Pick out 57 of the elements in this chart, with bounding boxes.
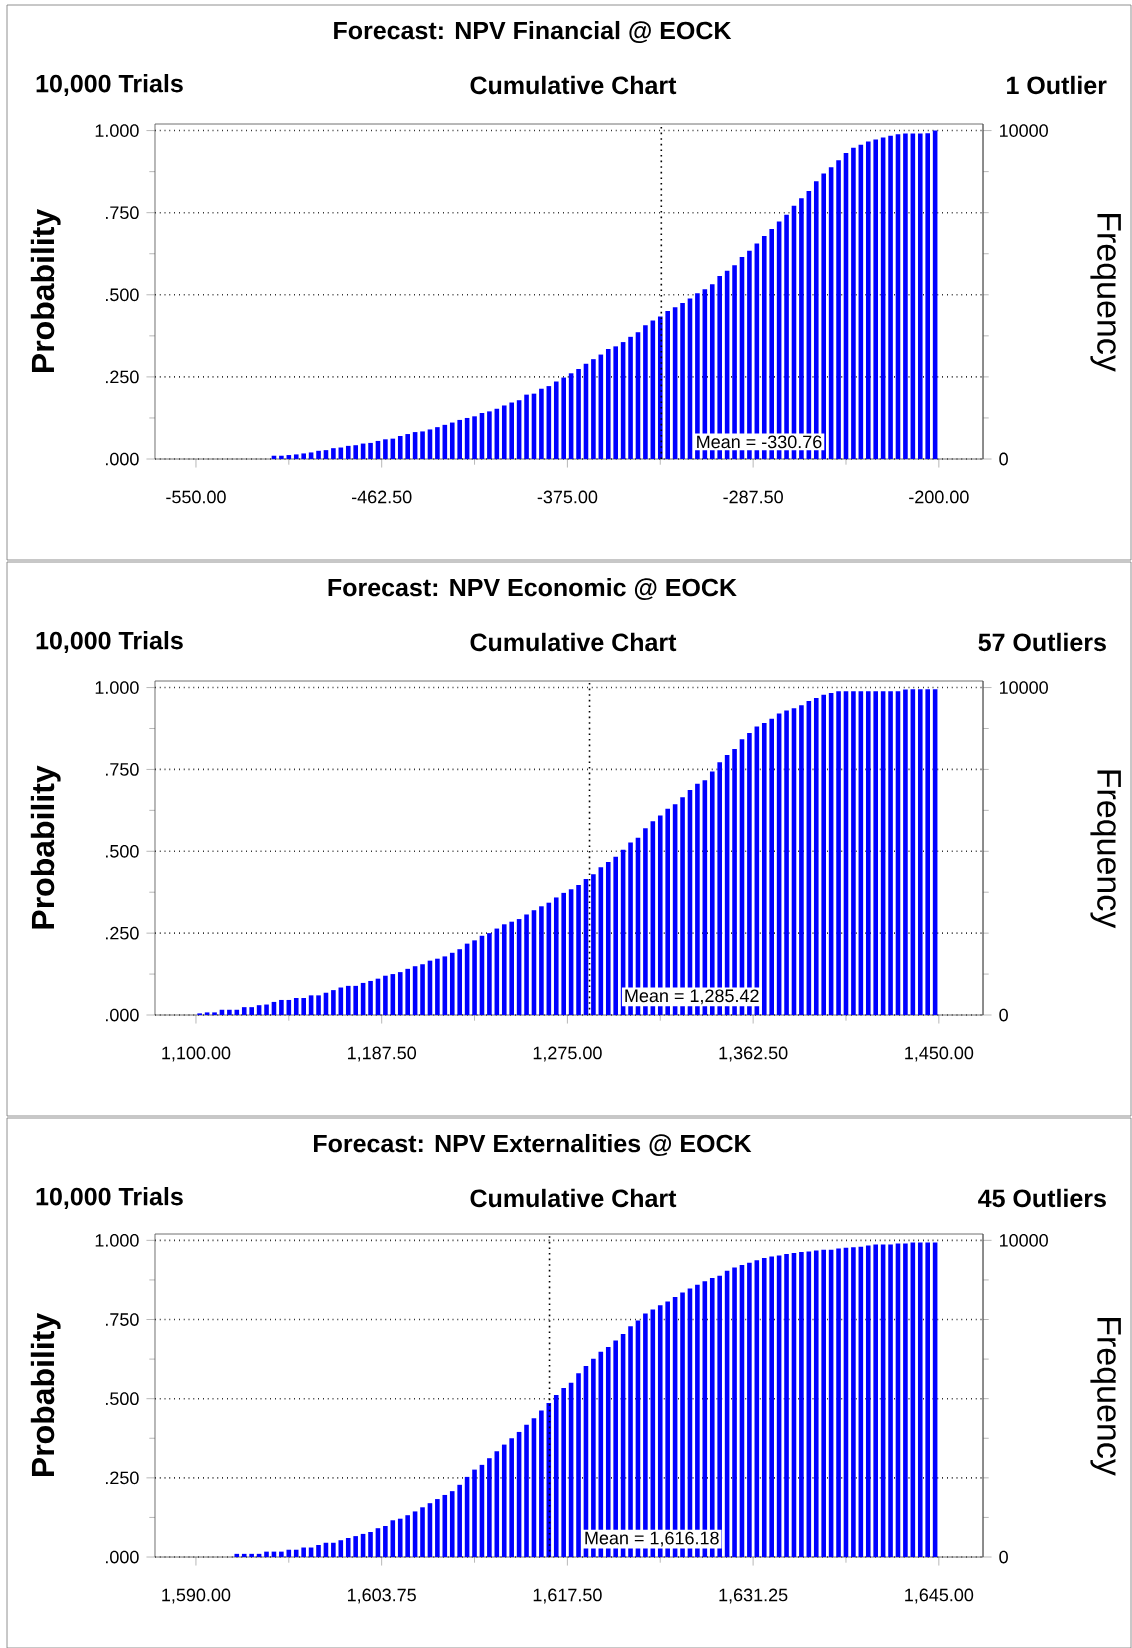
y-tick-label: .750 (105, 763, 139, 776)
y-tick-label: .000 (105, 452, 139, 466)
chart-title: Forecast: NPV Financial @ EOCK (334, 20, 732, 44)
x-tick-label: 1,450.00 (905, 1046, 974, 1062)
x-tick-label: -550.00 (166, 490, 226, 504)
x-tick-label: -200.00 (909, 490, 969, 504)
y2-tick-label: 0 (999, 1008, 1008, 1022)
y-axis-title: Probability (30, 208, 61, 373)
y-tick-label: .250 (105, 926, 139, 940)
y-tick-label: .500 (105, 288, 139, 302)
y-tick-label: .250 (106, 1471, 139, 1485)
chart-subtitle: Cumulative Chart (470, 75, 677, 95)
x-tick-label: 1,100.00 (162, 1046, 231, 1062)
y2-tick-label: 10000 (1000, 681, 1048, 694)
text: 45 Outliers (978, 1188, 1106, 1208)
y2-tick-label: 10000 (1000, 124, 1048, 137)
y-tick-label: .000 (105, 1008, 139, 1022)
text: 10,000 Trials (36, 1187, 183, 1209)
y2-axis-title: Frequency (1090, 213, 1121, 372)
y-tick-label: .000 (106, 1550, 139, 1564)
y-tick-label: .750 (105, 206, 139, 220)
y-tick-label: .500 (106, 1392, 139, 1406)
y2-axis-title: Frequency (1090, 770, 1121, 929)
text: 10,000 Trials (36, 631, 183, 653)
ref-line-label: Mean = 1,285.42 (625, 989, 759, 1005)
x-tick-label: -462.50 (351, 490, 412, 504)
y2-tick-label: 0 (999, 452, 1008, 466)
x-tick-label: 1,275.00 (533, 1046, 602, 1062)
ref-line-label: Mean = 1,616.18 (585, 1531, 719, 1547)
x-tick-label: 1,617.50 (533, 1588, 602, 1604)
x-tick-label: 1,603.75 (348, 1588, 416, 1604)
y2-tick-label: 0 (999, 1550, 1008, 1564)
y2-axis-title: Frequency (1090, 1317, 1121, 1476)
x-tick-label: 1,645.00 (905, 1588, 974, 1604)
chart-subtitle: Cumulative Chart (470, 632, 677, 652)
x-tick-label: -287.50 (723, 490, 783, 504)
chart-title: Forecast: NPV Economic @ EOCK (328, 577, 737, 601)
y-tick-label: 1.000 (95, 1233, 139, 1247)
y-axis-title: Probability (30, 765, 61, 929)
text: 1 Outlier (1007, 75, 1107, 95)
x-tick-label: 1,590.00 (162, 1588, 231, 1604)
text: 10,000 Trials (36, 74, 183, 96)
ref-line-label: Mean = -330.76 (697, 435, 822, 449)
x-tick-label: 1,362.50 (719, 1046, 788, 1062)
text: 57 Outliers (978, 632, 1106, 652)
y-axis-title: Probability (30, 1312, 61, 1477)
y-tick-label: .250 (105, 370, 139, 384)
y-tick-label: .500 (105, 844, 139, 858)
x-tick-label: 1,631.25 (719, 1588, 788, 1604)
y-tick-label: .750 (106, 1313, 139, 1326)
chart-subtitle: Cumulative Chart (470, 1188, 677, 1208)
chart-title: Forecast: NPV Externalities @ EOCK (314, 1133, 752, 1157)
y-tick-label: 1.000 (95, 681, 139, 694)
x-tick-label: 1,187.50 (348, 1046, 417, 1062)
y-tick-label: 1.000 (95, 124, 139, 137)
x-tick-label: -375.00 (537, 490, 598, 504)
y2-tick-label: 10000 (1000, 1233, 1048, 1247)
